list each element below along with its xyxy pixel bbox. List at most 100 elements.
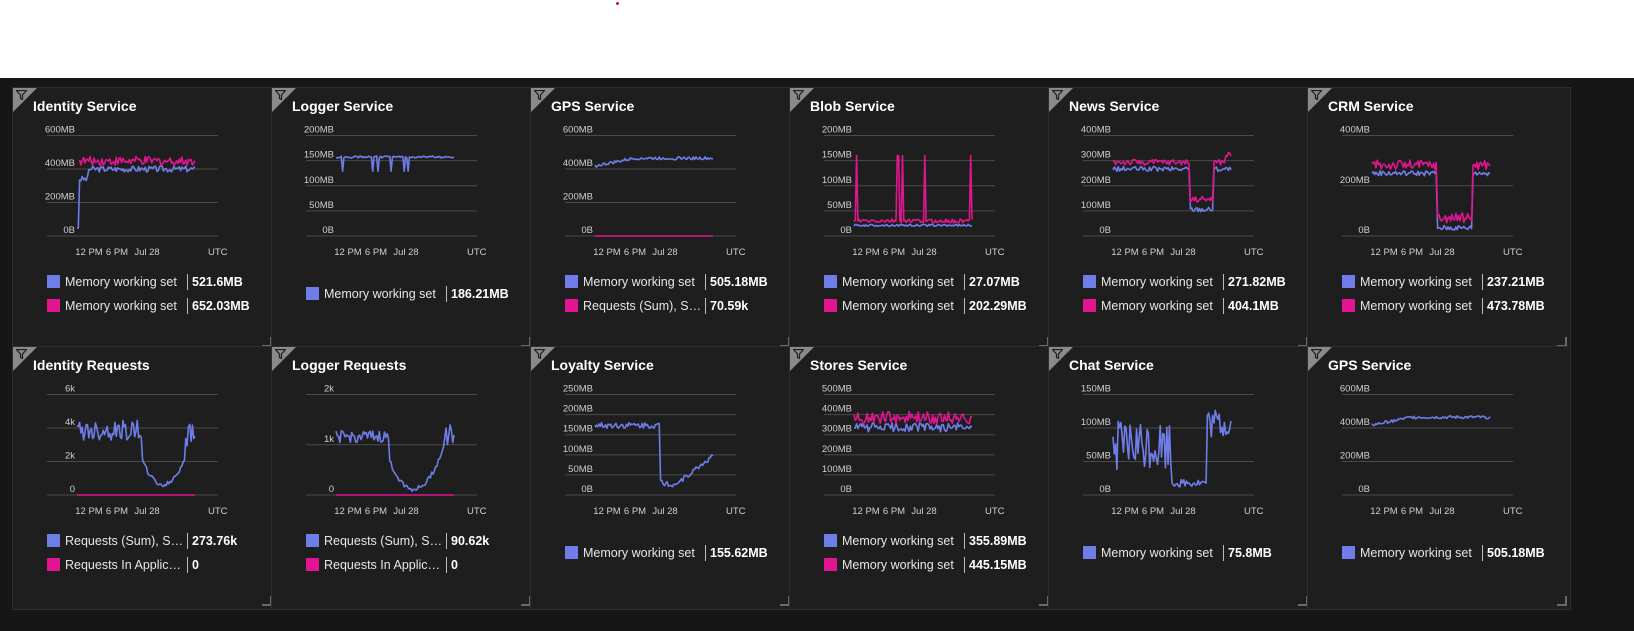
filter-icon[interactable] xyxy=(16,349,27,359)
legend-item[interactable]: Memory working set 404.1MB xyxy=(1083,297,1303,315)
filter-icon[interactable] xyxy=(793,90,804,100)
chart-tile[interactable]: CRM Service 0B 200MB 400MB 12 PM 6 PM Jul 28 UT… xyxy=(1307,87,1571,351)
legend-series-name: Requests (Sum), Stores xyxy=(324,534,444,548)
x-tick-label: 6 PM xyxy=(106,247,128,258)
filter-icon[interactable] xyxy=(793,349,804,359)
line-chart[interactable]: 0B 200MB 400MB 600MB 12 PM 6 PM Jul 28 UTC xyxy=(1308,347,1572,611)
legend-swatch xyxy=(565,299,578,312)
legend-item[interactable]: Memory working set 237.21MB xyxy=(1342,273,1562,291)
line-chart[interactable]: 0B 200MB 400MB 12 PM 6 PM Jul 28 UTC xyxy=(1308,88,1572,352)
dashboard-grid: Identity Service 0B 200MB 400MB 600MB 12 PM 6 … xyxy=(0,78,1634,631)
legend-item[interactable]: Memory working set 202.29MB xyxy=(824,297,1044,315)
legend-item[interactable]: Memory working set 155.62MB xyxy=(565,544,785,562)
legend-item[interactable]: Requests (Sum), Stores70.59k xyxy=(565,297,785,315)
legend-series-value: 90.62k xyxy=(446,533,489,549)
y-tick-label: 100MB xyxy=(1081,417,1111,428)
line-chart[interactable]: 0B 50MB 100MB 150MB 200MB 12 PM 6 PM Jul 28 UTC xyxy=(272,88,536,352)
series-line-blue xyxy=(1112,165,1232,213)
legend-item[interactable]: Memory working set 521.6MB xyxy=(47,273,267,291)
line-chart[interactable]: 0B 200MB 400MB 600MB 12 PM 6 PM Jul 28 UTC xyxy=(531,88,795,352)
series-line-blue xyxy=(853,422,973,433)
timezone-label: UTC xyxy=(208,506,228,517)
line-chart[interactable]: 0 1k 2k 12 PM 6 PM Jul 28 UTC xyxy=(272,347,536,611)
filter-icon[interactable] xyxy=(1052,349,1063,359)
filter-icon[interactable] xyxy=(534,349,545,359)
legend-series-name: Memory working set xyxy=(1360,546,1472,560)
legend-item[interactable]: Memory working set 652.03MB xyxy=(47,297,267,315)
legend-item[interactable]: Memory working set 505.18MB xyxy=(565,273,785,291)
line-chart[interactable]: 0 2k 4k 6k 12 PM 6 PM Jul 28 UTC xyxy=(13,347,277,611)
legend-series-value: 202.29MB xyxy=(964,298,1027,314)
filter-icon[interactable] xyxy=(275,349,286,359)
timezone-label: UTC xyxy=(726,247,746,258)
x-tick-label: 12 PM xyxy=(852,247,880,258)
legend-item[interactable]: Memory working set 75.8MB xyxy=(1083,544,1303,562)
tile-title: GPS Service xyxy=(1328,357,1412,373)
x-tick-label: 6 PM xyxy=(1401,506,1423,517)
series-line-blue xyxy=(594,156,714,168)
legend-series-name: Memory working set xyxy=(583,275,695,289)
x-tick-label: 6 PM xyxy=(106,506,128,517)
filter-icon[interactable] xyxy=(1311,90,1322,100)
series-line-pink xyxy=(1371,159,1491,224)
line-chart[interactable]: 0B 50MB 100MB 150MB 200MB 250MB 12 PM 6 PM Jul 2… xyxy=(531,347,795,611)
y-tick-label: 50MB xyxy=(1086,451,1111,462)
chart-tile[interactable]: News Service 0B 100MB 200MB 300MB 400MB 12 PM 6… xyxy=(1048,87,1312,351)
series-line-blue xyxy=(594,421,714,488)
chart-tile[interactable]: Blob Service 0B 50MB 100MB 150MB 200MB 12 PM 6 … xyxy=(789,87,1053,351)
filter-icon[interactable] xyxy=(534,90,545,100)
chart-tile[interactable]: Identity Requests 0 2k 4k 6k 12 PM 6 PM Jul 28 U… xyxy=(12,346,276,610)
line-chart[interactable]: 0B 50MB 100MB 150MB 12 PM 6 PM Jul 28 UTC xyxy=(1049,347,1313,611)
legend-item[interactable]: Memory working set 473.78MB xyxy=(1342,297,1562,315)
line-chart[interactable]: 0B 100MB 200MB 300MB 400MB 12 PM 6 PM Jul 28 UTC xyxy=(1049,88,1313,352)
chart-tile[interactable]: Logger Requests 0 1k 2k 12 PM 6 PM Jul 28 UTC Re… xyxy=(271,346,535,610)
chart-tile[interactable]: Chat Service 0B 50MB 100MB 150MB 12 PM 6 PM Jul… xyxy=(1048,346,1312,610)
y-tick-label: 300MB xyxy=(1081,150,1111,161)
x-tick-label: Jul 28 xyxy=(911,506,936,517)
filter-icon[interactable] xyxy=(16,90,27,100)
legend-swatch xyxy=(306,287,319,300)
legend-item[interactable]: Memory working set 27.07MB xyxy=(824,273,1044,291)
legend-item[interactable]: Requests (Sum), Stores90.62k xyxy=(306,532,526,550)
chart-tile[interactable]: Identity Service 0B 200MB 400MB 600MB 12 PM 6 … xyxy=(12,87,276,351)
legend-item[interactable]: Memory working set 445.15MB xyxy=(824,556,1044,574)
line-chart[interactable]: 0B 200MB 400MB 600MB 12 PM 6 PM Jul 28 UTC xyxy=(13,88,277,352)
legend-series-value: 355.89MB xyxy=(964,533,1027,549)
chart-tile[interactable]: GPS Service 0B 200MB 400MB 600MB 12 PM 6 PM Jul… xyxy=(1307,346,1571,610)
legend-item[interactable]: Memory working set 355.89MB xyxy=(824,532,1044,550)
y-tick-label: 0 xyxy=(329,484,334,495)
legend-item[interactable]: Requests In Application 0 xyxy=(306,556,526,574)
resize-handle[interactable] xyxy=(1557,596,1567,606)
filter-icon[interactable] xyxy=(1052,90,1063,100)
chart-tile[interactable]: Stores Service 0B 100MB 200MB 300MB 400MB 500M… xyxy=(789,346,1053,610)
legend-item[interactable]: Memory working set 271.82MB xyxy=(1083,273,1303,291)
tile-title: Loyalty Service xyxy=(551,357,654,373)
legend-item[interactable]: Requests (Sum), Stores273.76k xyxy=(47,532,267,550)
legend-item[interactable]: Requests In Application 0 xyxy=(47,556,267,574)
tile-title: GPS Service xyxy=(551,98,635,114)
legend-item[interactable]: Memory working set 186.21MB xyxy=(306,285,526,303)
chart-tile[interactable]: Logger Service 0B 50MB 100MB 150MB 200MB 12 PM… xyxy=(271,87,535,351)
line-chart[interactable]: 0B 100MB 200MB 300MB 400MB 500MB 12 PM 6 PM Jul … xyxy=(790,347,1054,611)
y-tick-label: 150MB xyxy=(1081,384,1111,395)
y-tick-label: 300MB xyxy=(822,424,852,435)
legend-series-value: 521.6MB xyxy=(187,274,243,290)
legend-swatch xyxy=(1083,299,1096,312)
x-tick-label: Jul 28 xyxy=(1170,506,1195,517)
series-line-blue xyxy=(335,424,455,492)
y-tick-label: 0B xyxy=(1358,484,1370,495)
y-tick-label: 0B xyxy=(1099,225,1111,236)
chart-tile[interactable]: Loyalty Service 0B 50MB 100MB 150MB 200MB 250M… xyxy=(530,346,794,610)
legend-item[interactable]: Memory working set 505.18MB xyxy=(1342,544,1562,562)
filter-icon[interactable] xyxy=(1311,349,1322,359)
chart-tile[interactable]: GPS Service 0B 200MB 400MB 600MB 12 PM 6 PM Jul… xyxy=(530,87,794,351)
tile-title: Identity Service xyxy=(33,98,137,114)
filter-icon[interactable] xyxy=(275,90,286,100)
legend-series-value: 445.15MB xyxy=(964,557,1027,573)
timezone-label: UTC xyxy=(467,506,487,517)
y-tick-label: 0B xyxy=(322,225,334,236)
y-tick-label: 100MB xyxy=(304,175,334,186)
x-tick-label: Jul 28 xyxy=(1429,247,1454,258)
series-line-blue xyxy=(335,155,455,172)
line-chart[interactable]: 0B 50MB 100MB 150MB 200MB 12 PM 6 PM Jul 28 UTC xyxy=(790,88,1054,352)
